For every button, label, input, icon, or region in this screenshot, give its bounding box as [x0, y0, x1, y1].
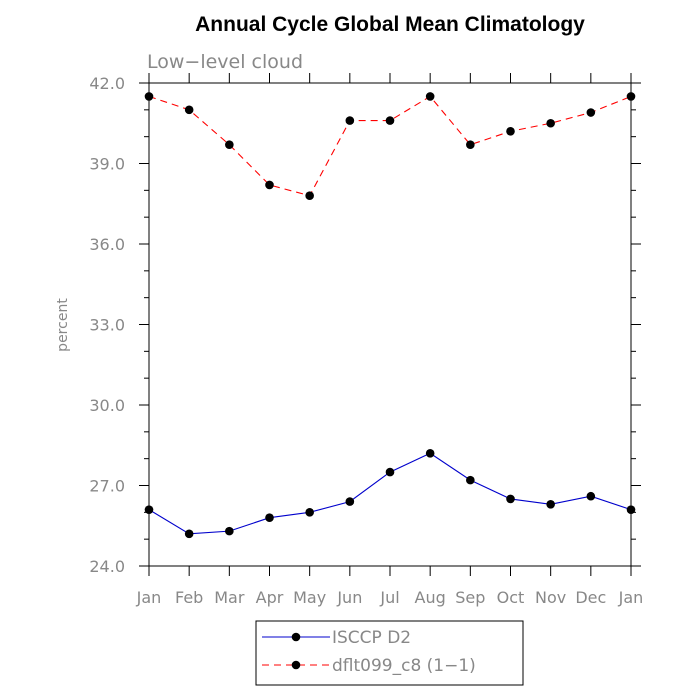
data-point — [506, 127, 515, 136]
legend-label-0: ISCCP D2 — [332, 628, 411, 648]
data-point — [184, 529, 194, 539]
x-tick-label: Jun — [336, 588, 362, 607]
x-tick-label: Jul — [379, 588, 399, 607]
x-tick-label: Sep — [455, 588, 485, 607]
legend-marker-1 — [291, 660, 301, 670]
series-line-1 — [148, 95, 632, 197]
legend-items: ISCCP D2 dflt099_c8 (1−1) — [262, 628, 476, 676]
data-point — [265, 180, 274, 190]
y-tick-label: 33.0 — [89, 316, 125, 335]
y-tick-label: 42.0 — [89, 74, 125, 93]
x-tick-label: Mar — [214, 588, 245, 607]
x-tick-label: Aug — [415, 588, 446, 607]
data-point — [305, 191, 314, 200]
y-axis-label: percent — [55, 298, 71, 352]
y-tick-label: 24.0 — [89, 557, 125, 576]
series-layer — [144, 92, 636, 539]
legend: ISCCP D2 dflt099_c8 (1−1) — [255, 620, 524, 686]
x-tick-label: Jan — [136, 588, 162, 607]
data-point — [425, 449, 435, 458]
x-tick-label: Apr — [256, 588, 284, 607]
x-tick-label: Oct — [497, 588, 525, 607]
legend-marker-0 — [291, 632, 301, 642]
series-line-0 — [148, 452, 632, 535]
data-point — [546, 499, 555, 509]
x-tick-label: Feb — [175, 588, 203, 607]
y-tick-label: 36.0 — [89, 235, 125, 254]
data-point — [385, 467, 395, 477]
data-point — [626, 92, 636, 101]
data-point — [466, 140, 475, 150]
data-point — [225, 140, 234, 150]
data-point — [345, 116, 355, 125]
data-point — [506, 494, 515, 504]
data-point — [425, 92, 435, 101]
data-point — [626, 505, 636, 514]
data-point — [144, 92, 154, 101]
x-tick-label: Nov — [535, 588, 566, 607]
chart-subtitle: Low−level cloud — [147, 51, 303, 73]
chart-title: Annual Cycle Global Mean Climatology — [195, 13, 585, 36]
x-tick-label: Dec — [575, 588, 606, 607]
axis-ticks: 24.0 27.0 30.0 33.0 36.0 39.0 42.0 Jan Feb Mar Apr… — [89, 73, 643, 607]
y-tick-label: 27.0 — [89, 477, 125, 496]
x-tick-label: Jan — [618, 588, 644, 607]
data-point — [265, 513, 274, 522]
data-point — [546, 118, 555, 128]
x-tick-label: May — [293, 588, 326, 607]
plot-frame — [148, 82, 632, 567]
data-point — [466, 475, 475, 485]
y-tick-label: 30.0 — [89, 396, 125, 415]
data-point — [586, 491, 596, 501]
data-point — [225, 526, 234, 536]
legend-label-1: dflt099_c8 (1−1) — [332, 656, 476, 676]
data-point — [305, 508, 314, 517]
data-point — [144, 505, 154, 514]
data-point — [385, 116, 395, 125]
data-point — [345, 497, 355, 506]
data-point — [586, 108, 596, 117]
y-tick-label: 39.0 — [89, 155, 125, 174]
legend-box — [255, 620, 524, 686]
data-point — [184, 105, 194, 115]
